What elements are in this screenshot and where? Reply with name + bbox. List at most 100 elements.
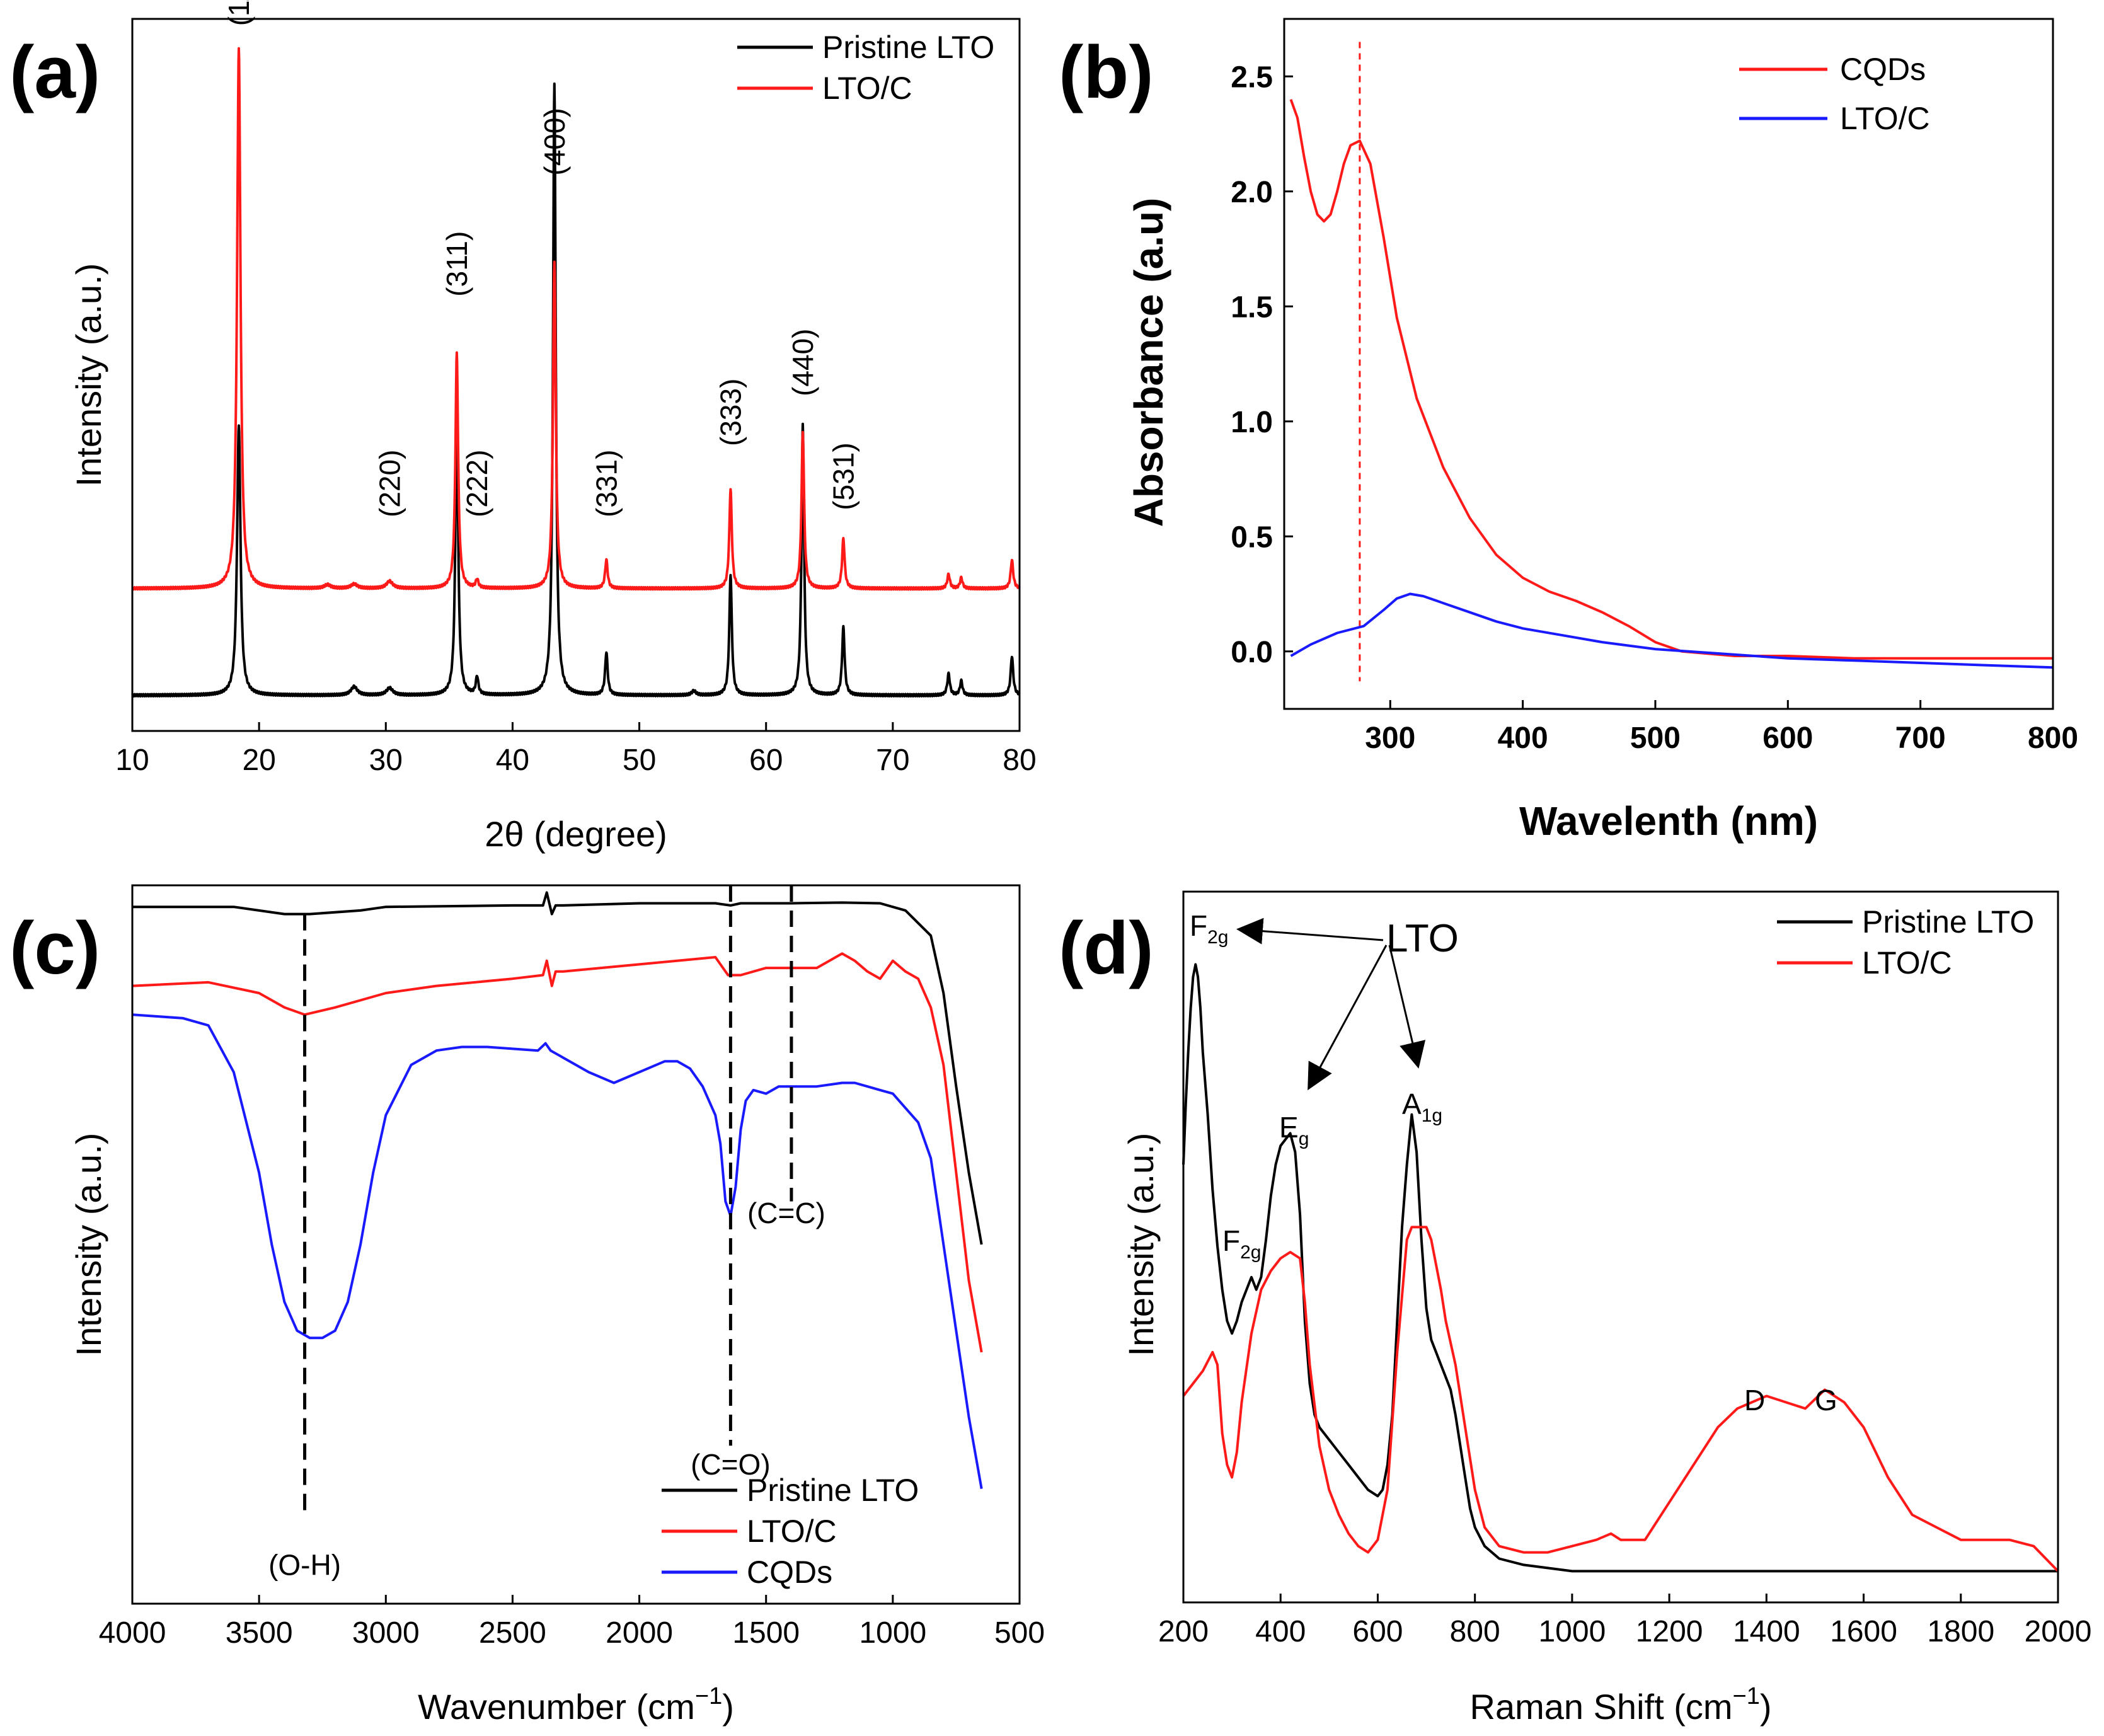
- panel-d-xtick-label: 200: [1158, 1615, 1209, 1648]
- panel-a-peak-label: (311): [440, 231, 473, 297]
- panel-b-series-lto-c: [1290, 592, 2054, 669]
- annot-a1g: A1g: [1402, 1088, 1442, 1126]
- arrow-to-a1g: [1388, 945, 1426, 1069]
- annot-d-band: D: [1744, 1384, 1765, 1417]
- annot-f2g-top: F2g: [1190, 909, 1228, 948]
- panel-c-xtick-label: 1000: [859, 1616, 926, 1650]
- panel-a-xtick-label: 50: [623, 744, 656, 777]
- panel-a-series-pristine-lto: [131, 82, 1021, 698]
- panel-d-xtick-label: 800: [1450, 1615, 1500, 1648]
- panel-c: 4000 3500 3000 2500 2000 1500 1000 500 (O-H) (C=…: [9, 884, 1045, 1727]
- panel-d-xtick-label: 600: [1352, 1615, 1403, 1648]
- panel-c-ylabel: Intensity (a.u.): [69, 1133, 108, 1357]
- panel-b-xtick-label: 500: [1630, 721, 1681, 755]
- panel-a-peak-label: (333): [714, 379, 747, 446]
- panel-a-frame: [131, 18, 1021, 732]
- panel-d-xtick-label: 1400: [1733, 1615, 1800, 1648]
- legend-label-cqds: CQDs: [747, 1555, 832, 1590]
- legend-label-cqds: CQDs: [1840, 52, 1926, 87]
- legend-label-lto-c: LTO/C: [1862, 945, 1952, 980]
- panel-a-xtick-label: 30: [369, 744, 403, 777]
- panel-b-ylabel: Absorbance (a.u): [1126, 198, 1171, 527]
- annot-lto: LTO: [1386, 917, 1459, 960]
- annot-eg-main: E: [1279, 1111, 1299, 1144]
- panel-c-xtick-label: 3500: [226, 1616, 293, 1650]
- annot-g-band: G: [1815, 1384, 1837, 1417]
- arrow-to-f2g: [1236, 917, 1384, 945]
- panel-d-xtick-label: 1800: [1927, 1615, 1994, 1648]
- panel-a-peak-label: (331): [590, 450, 623, 517]
- panel-d-xlabel-end: ): [1760, 1687, 1772, 1727]
- panel-a-peak-label: (400): [538, 108, 571, 175]
- panel-d-series-pristine-lto: [1182, 963, 2058, 1573]
- panel-d-xlabel-main: Raman Shift (cm: [1470, 1687, 1733, 1727]
- annot-f2g-top-main: F: [1190, 909, 1207, 942]
- legend-label-lto-c: LTO/C: [747, 1514, 837, 1549]
- panel-d-xtick-label: 400: [1255, 1615, 1306, 1648]
- panel-c-frame: [131, 884, 1021, 1605]
- panel-b-ytick-label: 1.0: [1231, 406, 1273, 439]
- panel-a-legend: Pristine LTO LTO/C: [737, 30, 994, 106]
- annot-eg: Eg: [1279, 1111, 1309, 1149]
- panel-a-xtick-label: 70: [876, 744, 909, 777]
- panel-a-peak-label: (220): [373, 450, 406, 517]
- panel-c-guide-label: (C=C): [747, 1197, 825, 1229]
- panel-c-xlabel-sup: −1: [695, 1683, 722, 1710]
- panel-a-xtick-label: 10: [115, 744, 149, 777]
- panel-d-ylabel: Intensity (a.u.): [1121, 1133, 1161, 1357]
- panel-b-series-cqds: [1289, 99, 2053, 660]
- panel-a-ylabel: Intensity (a.u.): [69, 263, 108, 487]
- panel-a-peak-label: (531): [827, 442, 859, 510]
- legend-label-pristine-lto: Pristine LTO: [747, 1473, 919, 1508]
- panel-d-xtick-label: 1200: [1636, 1615, 1703, 1648]
- panel-a-label: (a): [9, 31, 100, 114]
- panel-a-xtick-label: 20: [242, 744, 275, 777]
- panel-c-xtick-label: 1500: [732, 1616, 800, 1650]
- arrow-to-eg: [1308, 945, 1388, 1091]
- panel-a-xtick-label: 80: [1003, 744, 1036, 777]
- panel-c-xlabel-end: ): [722, 1687, 734, 1727]
- panel-b-xtick-label: 800: [2028, 721, 2078, 755]
- annot-f2g-low: F2g: [1222, 1224, 1261, 1263]
- panel-c-series-lto-c: [132, 952, 983, 1353]
- panel-d-label: (d): [1059, 907, 1154, 990]
- panel-a-xlabel: 2θ (degree): [485, 814, 667, 854]
- panel-b-legend: CQDs LTO/C: [1739, 52, 1930, 136]
- panel-c-xlabel-main: Wavenumber (cm: [418, 1687, 695, 1727]
- panel-b-ytick-label: 0.5: [1231, 520, 1273, 554]
- panel-b-ytick-label: 1.5: [1231, 290, 1273, 324]
- panel-d-xlabel: Raman Shift (cm−1): [1470, 1683, 1772, 1727]
- legend-label-lto-c: LTO/C: [1840, 101, 1930, 136]
- panel-d-frame: [1182, 890, 2059, 1604]
- panel-c-series-pristine-lto: [132, 891, 983, 1245]
- panel-a-xtick-label: 60: [749, 744, 783, 777]
- panel-b-xtick-label: 300: [1365, 721, 1415, 755]
- panel-b-ytick-label: 0.0: [1231, 636, 1273, 669]
- panel-c-xtick-label: 3000: [352, 1616, 420, 1650]
- annot-a1g-sub: 1g: [1422, 1105, 1442, 1126]
- panel-d: 200 400 600 800 1000 1200 1400 1600 1800 2000 (d)…: [1059, 890, 2092, 1727]
- annot-f2g-top-sub: 2g: [1207, 927, 1228, 948]
- annot-f2g-low-sub: 2g: [1240, 1242, 1261, 1263]
- panel-b-label: (b): [1059, 31, 1154, 114]
- panel-a-xtick-label: 40: [496, 744, 529, 777]
- legend-label-lto-c: LTO/C: [822, 71, 912, 106]
- panel-c-series-cqds: [132, 1013, 983, 1489]
- panel-d-legend: Pristine LTO LTO/C: [1777, 904, 2034, 980]
- panel-c-xtick-label: 2500: [479, 1616, 546, 1650]
- annot-a1g-main: A: [1402, 1088, 1422, 1120]
- panel-b-xtick-label: 400: [1498, 721, 1548, 755]
- panel-d-xtick-label: 1000: [1538, 1615, 1606, 1648]
- legend-label-pristine-lto: Pristine LTO: [822, 30, 994, 65]
- panel-d-annotations: LTO F2g F2g Eg A1g D G: [1190, 909, 1837, 1417]
- panel-b-frame: [1283, 18, 2054, 710]
- panel-c-xlabel: Wavenumber (cm−1): [418, 1683, 734, 1727]
- panel-d-xtick-label: 2000: [2025, 1615, 2092, 1648]
- panel-d-xlabel-sup: −1: [1733, 1683, 1760, 1710]
- panel-b-xtick-label: 700: [1895, 721, 1946, 755]
- panel-b: 300 400 500 600 700 800 0.0 0.5 1.0 1.5 2.0 2.5 (b)…: [1059, 18, 2078, 844]
- panel-c-guide-label: (O-H): [268, 1548, 341, 1581]
- panel-c-xtick-label: 4000: [99, 1616, 166, 1650]
- legend-label-pristine-lto: Pristine LTO: [1862, 904, 2034, 940]
